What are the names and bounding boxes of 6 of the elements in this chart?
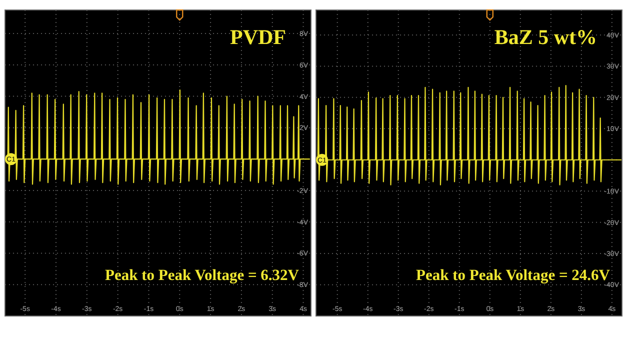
text: PVDF (230, 25, 286, 49)
annotation: Peak to Peak Voltage = 24.6V (416, 267, 611, 284)
annotation: Peak to Peak Voltage = 6.32V (105, 267, 300, 284)
line-series (5, 89, 310, 185)
line-series (316, 85, 622, 186)
text: BaZ 5 wt% (494, 25, 597, 49)
